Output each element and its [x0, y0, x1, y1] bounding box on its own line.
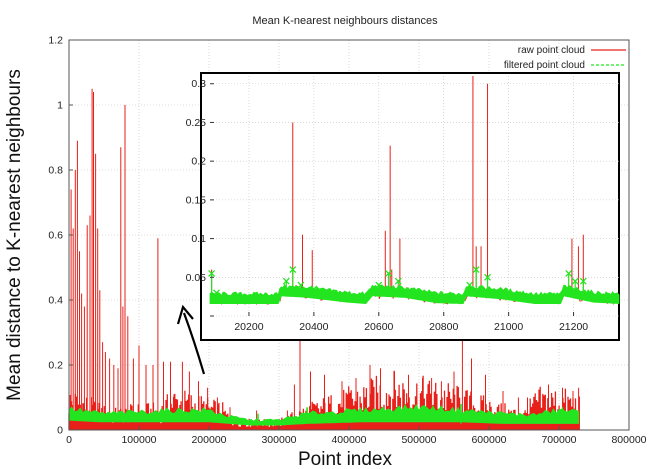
y-tick-label: 1 [57, 100, 63, 112]
x-tick-label: 0 [66, 434, 72, 446]
inset-filtered-series [208, 266, 620, 305]
inset-x-tick-label: 20200 [234, 321, 263, 333]
inset-filtered-marker [385, 269, 392, 277]
y-tick-label: 0.6 [48, 230, 63, 242]
y-tick-label: 0.2 [48, 360, 63, 372]
inset-y-tick-label: 0.05 [186, 272, 207, 284]
y-tick-label: 0.4 [48, 295, 63, 307]
x-tick-label: 400000 [331, 434, 366, 446]
inset-y-tick-label: 0.25 [186, 117, 207, 129]
inset-x-tick-label: 20400 [299, 321, 328, 333]
filtered-series-band [68, 403, 579, 426]
y-tick-label: 0.8 [48, 165, 63, 177]
inset-filtered-marker [282, 277, 290, 285]
inset-filtered-band [209, 283, 620, 305]
inset-x-ticks: 20200 20400 20600 20800 21000 21200 [234, 312, 588, 333]
inset-x-tick-label: 21000 [494, 321, 523, 333]
legend-label-raw: raw point cloud [518, 45, 585, 56]
inset-filtered-marker [289, 266, 297, 274]
inset-filtered-marker [310, 285, 318, 293]
x-tick-label: 800000 [611, 434, 646, 446]
legend-label-filtered: filtered point cloud [504, 60, 585, 71]
inset-chart: 0.05 0.1 0.15 0.2 0.25 0.3 20200 20400 20600 208… [186, 72, 620, 341]
inset-y-ticks: 0.05 0.1 0.15 0.2 0.25 0.3 [186, 78, 214, 317]
zoom-arrow-head [176, 304, 194, 325]
zoom-arrow [176, 304, 206, 375]
inset-filtered-marker [579, 277, 587, 285]
inset-y-tick-label: 0.3 [191, 78, 206, 90]
y-axis-label: Mean distance to K-nearest neighbours [4, 69, 25, 401]
x-axis-ticks: 0 100000 200000 300000 400000 500000 600000 700… [66, 426, 647, 446]
inset-x-tick-label: 20600 [364, 321, 393, 333]
inset-filtered-marker [394, 277, 402, 285]
inset-filtered-marker [375, 281, 383, 289]
x-axis-label: Point index [298, 449, 393, 469]
x-tick-label: 500000 [401, 434, 436, 446]
inset-filtered-marker [297, 281, 305, 289]
inset-filtered-marker [208, 269, 216, 277]
x-tick-label: 100000 [121, 434, 156, 446]
x-tick-label: 700000 [541, 434, 576, 446]
y-tick-label: 0 [57, 425, 63, 437]
inset-filtered-marker [484, 273, 491, 281]
chart-title: Mean K-nearest neighbours distances [252, 15, 438, 27]
x-tick-label: 200000 [191, 434, 226, 446]
x-tick-label: 300000 [261, 434, 296, 446]
zoom-arrow-shaft [182, 312, 206, 375]
inset-x-tick-label: 21200 [559, 321, 588, 333]
inset-x-tick-label: 20800 [429, 321, 458, 333]
y-axis-ticks: 0 0.2 0.4 0.6 0.8 1 1.2 [48, 35, 73, 437]
inset-filtered-marker [466, 281, 474, 289]
inset-filtered-marker [565, 269, 573, 277]
inset-y-tick-label: 0.2 [191, 156, 206, 168]
x-tick-label: 600000 [471, 434, 506, 446]
inset-filtered-marker [472, 266, 480, 274]
inset-filtered-marker [571, 277, 579, 285]
inset-grid [210, 76, 619, 317]
y-tick-label: 1.2 [48, 35, 63, 47]
inset-y-tick-label: 0.1 [191, 233, 206, 245]
inset-filtered-marker [213, 289, 220, 297]
inset-y-tick-label: 0.15 [186, 194, 207, 206]
main-filtered-series [68, 403, 579, 426]
legend: raw point cloud filtered point cloud [504, 45, 626, 71]
